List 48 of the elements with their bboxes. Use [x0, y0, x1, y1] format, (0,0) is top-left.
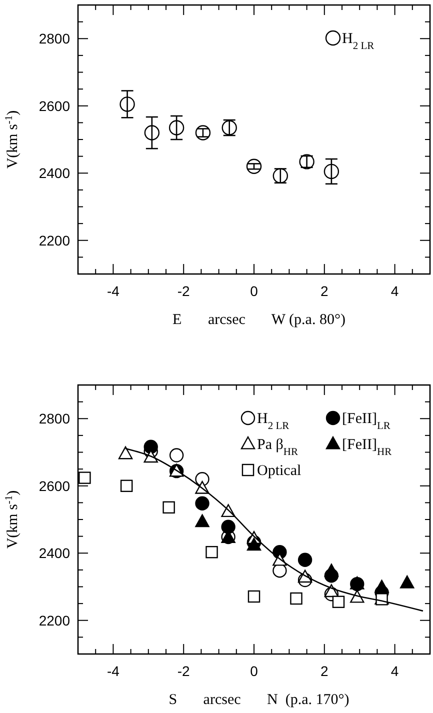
- point: [350, 590, 364, 603]
- legend-label: Optical: [257, 463, 302, 479]
- legend-label: H$_{2 LR}$: [257, 411, 290, 432]
- legend-label: Pa β$_{HR}$: [257, 437, 298, 458]
- point: [324, 564, 339, 577]
- x-tick-label: -4: [106, 283, 120, 299]
- point: [206, 546, 218, 558]
- x-tick-label: 2: [320, 283, 328, 299]
- y-tick-label: 2800: [38, 30, 70, 47]
- point: [332, 596, 345, 608]
- point: [195, 514, 210, 528]
- point: [248, 590, 260, 603]
- y-tick-label: 2200: [38, 232, 70, 248]
- point: [162, 501, 175, 514]
- point: [324, 164, 340, 180]
- point: [221, 520, 236, 534]
- point: [298, 552, 312, 567]
- x-tick-label: -2: [177, 283, 190, 299]
- x-tick-label: 2: [320, 663, 328, 679]
- point: [400, 575, 414, 588]
- x-axis-title: E arcsec W (p.a. 80°): [172, 312, 346, 328]
- y-tick-label: 2200: [38, 612, 70, 628]
- y-tick-label: 2400: [38, 165, 70, 182]
- point: [290, 592, 302, 605]
- point: [144, 125, 160, 140]
- x-tick-label: 4: [390, 663, 399, 679]
- point: [195, 496, 210, 510]
- x-axis-title: S arcsec N (p.a. 170°): [168, 692, 350, 708]
- point: [144, 440, 158, 454]
- legend-label: [FeII]$_{HR}$: [342, 437, 392, 458]
- y-tick-label: 2400: [38, 545, 70, 562]
- x-tick-label: 0: [250, 283, 258, 299]
- y-tick-label: 2600: [38, 478, 70, 494]
- x-tick-label: -4: [106, 663, 120, 679]
- point: [246, 538, 262, 551]
- point: [169, 448, 184, 462]
- y-tick-label: 2600: [38, 98, 70, 114]
- point: [78, 472, 91, 484]
- x-tick-label: -2: [177, 663, 190, 679]
- point: [374, 580, 389, 593]
- point: [168, 120, 184, 136]
- legend-label: H$_{2 LR}$: [342, 31, 374, 52]
- point: [120, 480, 133, 492]
- y-tick-label: 2800: [38, 410, 70, 427]
- x-tick-label: 4: [390, 283, 399, 299]
- legend-label: [FeII]$_{LR}$: [342, 411, 390, 432]
- point: [118, 446, 133, 460]
- x-tick-label: 0: [250, 663, 258, 679]
